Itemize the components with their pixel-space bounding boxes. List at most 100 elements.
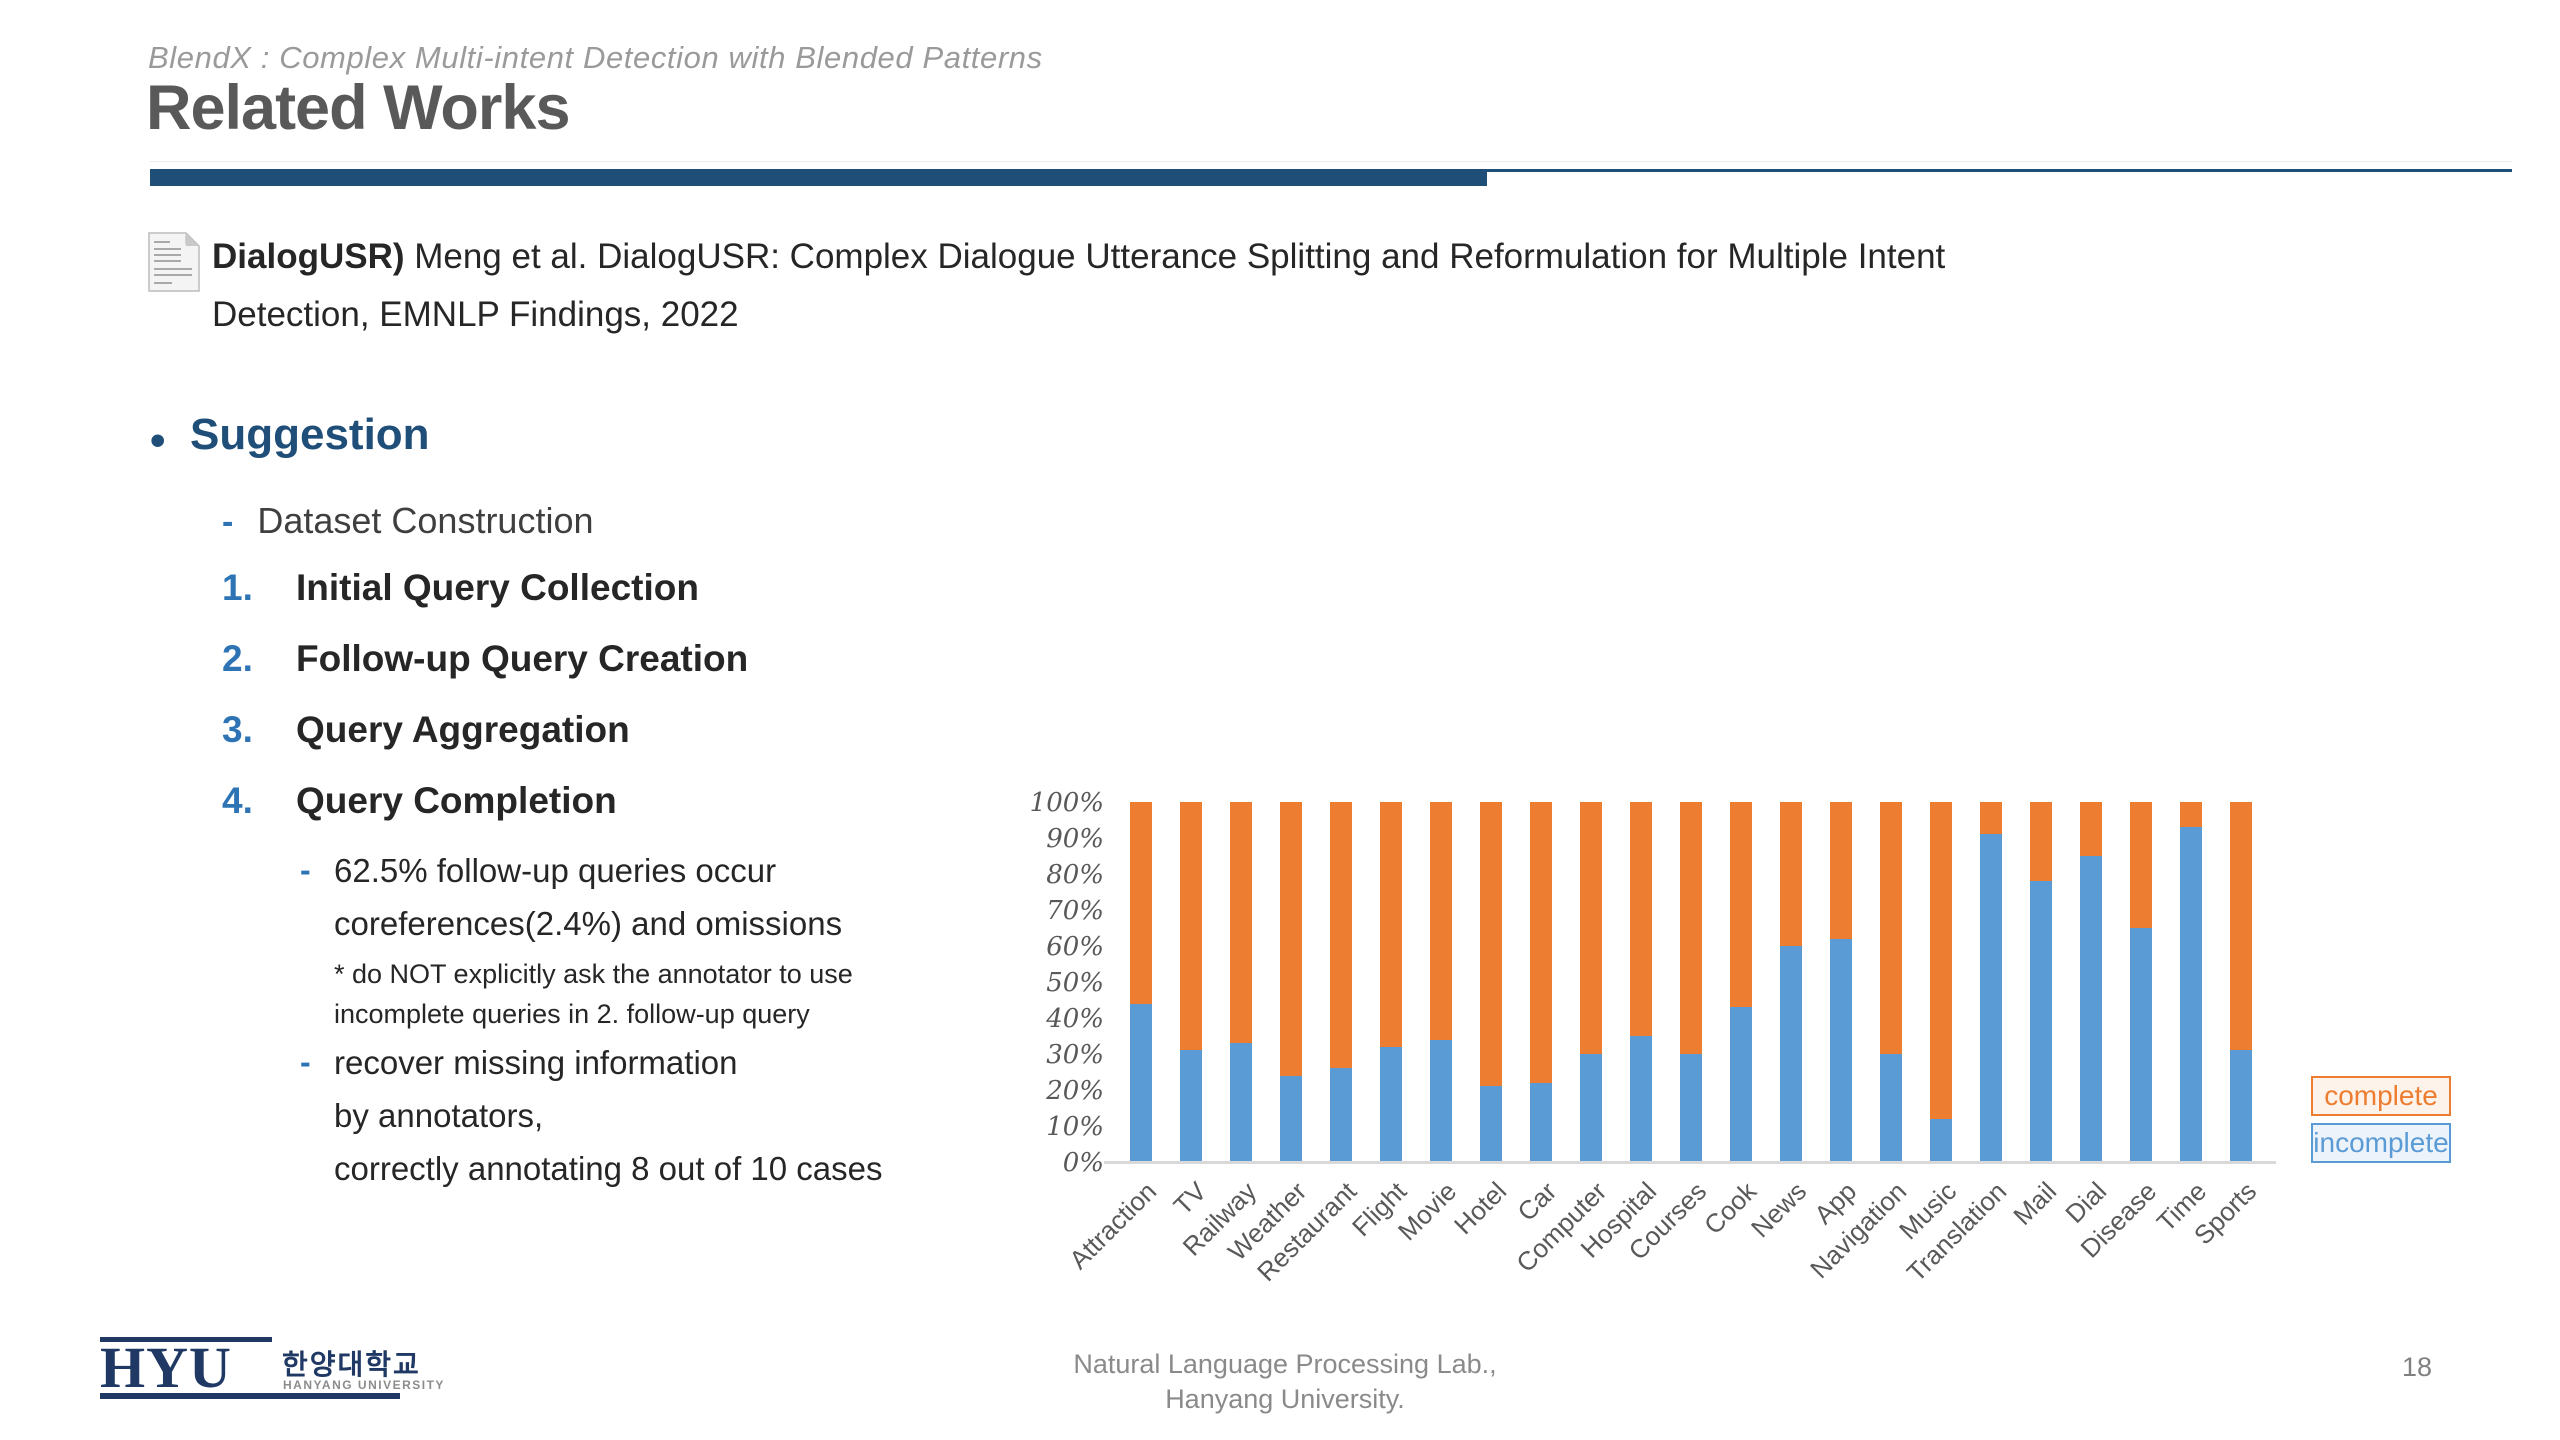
detail-lines: recover missing information by annotator…	[334, 1044, 883, 1187]
numbered-item-2: 2. Follow-up Query Creation	[222, 638, 748, 680]
item-label: Follow-up Query Creation	[296, 638, 749, 679]
segment-complete	[2230, 802, 2252, 1051]
bar-column-navigation	[1866, 802, 1916, 1162]
stacked-bar	[1130, 802, 1152, 1162]
bar-column-mail	[2016, 802, 2066, 1162]
bar-column-computer	[1566, 802, 1616, 1162]
y-axis-tick: 90%	[1046, 824, 1104, 854]
bar-column-car	[1516, 802, 1566, 1162]
bullet-dot: •	[150, 416, 166, 465]
reference-line-1: DialogUSR) Meng et al. DialogUSR: Comple…	[212, 237, 1946, 276]
segment-incomplete	[1330, 1068, 1352, 1162]
page-title: Related Works	[146, 73, 570, 143]
segment-complete	[1530, 802, 1552, 1083]
segment-incomplete	[1180, 1050, 1202, 1162]
stacked-bar	[1680, 802, 1702, 1162]
footer-credit-line-1: Natural Language Processing Lab.,	[1073, 1349, 1497, 1379]
segment-complete	[1130, 802, 1152, 1004]
segment-complete	[2130, 802, 2152, 928]
stacked-bar	[2180, 802, 2202, 1162]
segment-complete	[1680, 802, 1702, 1054]
detail-bullet-2: - recover missing information by annotat…	[300, 1036, 883, 1195]
dash-bullet: -	[222, 503, 234, 541]
item-label: Initial Query Collection	[296, 567, 699, 608]
stacked-bar	[1330, 802, 1352, 1162]
segment-incomplete	[1380, 1046, 1402, 1162]
header-hairline	[150, 161, 2512, 162]
segment-incomplete	[1480, 1086, 1502, 1162]
legend-complete: complete	[2311, 1076, 2451, 1116]
chart-baseline	[1104, 1161, 2276, 1164]
segment-complete	[2080, 802, 2102, 856]
page-number: 18	[2402, 1352, 2433, 1382]
bar-column-courses	[1666, 802, 1716, 1162]
bar-column-music	[1916, 802, 1966, 1162]
y-axis-tick: 40%	[1046, 1004, 1104, 1034]
segment-incomplete	[1280, 1075, 1302, 1162]
segment-complete	[1730, 802, 1752, 1008]
bar-column-disease	[2116, 802, 2166, 1162]
segment-incomplete	[2180, 827, 2202, 1162]
dataset-construction-item: - Dataset Construction	[222, 500, 594, 542]
segment-incomplete	[1680, 1054, 1702, 1162]
y-axis-tick: 80%	[1046, 860, 1104, 890]
bar-column-weather	[1266, 802, 1316, 1162]
stacked-bar	[1730, 802, 1752, 1162]
stacked-bar	[2080, 802, 2102, 1162]
logo-korean-name: 한양대학교	[282, 1349, 421, 1380]
segment-complete	[1180, 802, 1202, 1051]
numbered-item-1: 1. Initial Query Collection	[222, 567, 699, 609]
segment-incomplete	[1430, 1039, 1452, 1162]
reference-line-2: Detection, EMNLP Findings, 2022	[212, 295, 739, 334]
bar-column-app	[1816, 802, 1866, 1162]
stacked-bar	[1830, 802, 1852, 1162]
segment-incomplete	[2080, 856, 2102, 1162]
bar-column-railway	[1216, 802, 1266, 1162]
reference-text: DialogUSR) Meng et al. DialogUSR: Comple…	[212, 228, 1945, 344]
bar-column-attraction	[1116, 802, 1166, 1162]
segment-complete	[2180, 802, 2202, 828]
dash-bullet: -	[300, 852, 311, 888]
slide-kicker: BlendX : Complex Multi-intent Detection …	[148, 40, 1043, 75]
segment-incomplete	[2230, 1050, 2252, 1162]
dataset-construction-label: Dataset Construction	[257, 500, 594, 541]
bar-column-translation	[1966, 802, 2016, 1162]
footer-credit: Natural Language Processing Lab., Hanyan…	[1030, 1347, 1540, 1417]
segment-incomplete	[1830, 938, 1852, 1162]
segment-complete	[1830, 802, 1852, 939]
logo-acronym: HYU	[100, 1335, 232, 1400]
stacked-bar	[1430, 802, 1452, 1162]
reference-item: DialogUSR) Meng et al. DialogUSR: Comple…	[148, 228, 1945, 344]
title-divider-line	[1487, 169, 2512, 172]
bar-column-news	[1766, 802, 1816, 1162]
item-number: 1.	[222, 567, 253, 608]
detail-note: * do NOT explicitly ask the annotator to…	[334, 959, 853, 1029]
bar-column-dial	[2066, 802, 2116, 1162]
segment-complete	[1580, 802, 1602, 1054]
segment-incomplete	[1980, 834, 2002, 1162]
stacked-bar	[1180, 802, 1202, 1162]
segment-incomplete	[1930, 1118, 1952, 1162]
bar-column-movie	[1416, 802, 1466, 1162]
segment-incomplete	[1780, 946, 1802, 1162]
stacked-bar	[1380, 802, 1402, 1162]
bar-column-sports	[2216, 802, 2266, 1162]
stacked-bar	[1980, 802, 2002, 1162]
suggestion-heading: Suggestion	[190, 410, 430, 459]
y-axis-tick: 30%	[1046, 1040, 1104, 1070]
segment-incomplete	[1130, 1003, 1152, 1162]
item-label: Query Aggregation	[296, 709, 630, 750]
segment-complete	[1430, 802, 1452, 1040]
segment-complete	[1380, 802, 1402, 1047]
segment-incomplete	[2030, 881, 2052, 1162]
segment-incomplete	[1530, 1082, 1552, 1162]
stacked-bar	[1280, 802, 1302, 1162]
segment-complete	[1630, 802, 1652, 1036]
stacked-bar	[1530, 802, 1552, 1162]
segment-complete	[1930, 802, 1952, 1119]
y-axis-tick: 20%	[1046, 1076, 1104, 1106]
stacked-bar	[1230, 802, 1252, 1162]
segment-complete	[1330, 802, 1352, 1069]
segment-incomplete	[1630, 1036, 1652, 1162]
